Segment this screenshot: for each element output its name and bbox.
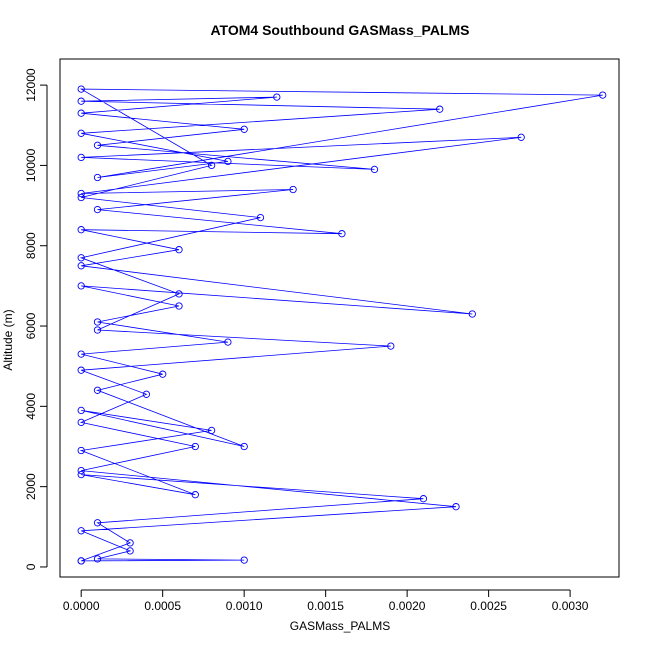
data-point <box>468 310 476 318</box>
data-point <box>93 386 102 394</box>
data-point <box>93 326 102 334</box>
data-point <box>77 527 85 535</box>
x-tick-label: 0.0020 <box>389 599 426 613</box>
y-tick-label: 10000 <box>24 148 38 182</box>
data-point <box>224 338 232 346</box>
data-point <box>93 519 102 527</box>
data-point <box>517 133 525 141</box>
y-tick-label: 4000 <box>24 393 38 420</box>
y-tick-label: 8000 <box>24 232 38 259</box>
data-point <box>93 173 102 182</box>
x-axis: 0.0000 0.0005 0.0010 0.0015 0.0020 0.0025 0.00… <box>63 589 589 613</box>
data-point <box>175 302 183 310</box>
data-point <box>256 213 265 222</box>
y-tick-label: 0 <box>24 563 38 570</box>
y-tick-label: 12000 <box>24 68 38 102</box>
x-tick-label: 0.0000 <box>63 599 100 613</box>
data-point <box>77 226 85 234</box>
data-point <box>191 442 199 451</box>
series-layer <box>77 85 607 565</box>
plot-frame <box>59 58 620 578</box>
x-axis-title: GASMass_PALMS <box>290 619 390 633</box>
data-point <box>240 125 248 133</box>
data-point <box>175 246 183 254</box>
data-point <box>77 97 85 105</box>
data-point <box>419 495 428 503</box>
data-point <box>77 193 85 202</box>
x-tick-label: 0.0030 <box>552 599 589 613</box>
data-point <box>77 406 85 415</box>
series-line <box>79 88 603 562</box>
data-point <box>77 366 85 374</box>
data-point <box>93 205 102 214</box>
y-tick-label: 2000 <box>24 473 38 500</box>
data-point <box>240 556 248 564</box>
y-axis-title: Altitude (m) <box>1 309 15 370</box>
data-point <box>77 85 85 93</box>
data-point <box>273 93 281 101</box>
data-point <box>126 539 134 547</box>
data-point <box>599 91 607 99</box>
x-tick-label: 0.0025 <box>470 599 507 613</box>
data-point <box>77 470 85 479</box>
data-point <box>191 491 199 499</box>
y-tick-label: 6000 <box>24 312 38 339</box>
data-point <box>436 105 444 113</box>
data-point <box>142 390 151 398</box>
data-point <box>175 290 183 298</box>
data-point <box>338 230 346 238</box>
data-point <box>452 503 460 511</box>
data-point <box>77 446 85 455</box>
data-point <box>159 370 167 378</box>
data-point <box>77 189 85 198</box>
data-point <box>93 141 102 149</box>
data-point <box>387 342 395 350</box>
y-axis: 0 2000 4000 6000 8000 10000 12000 <box>24 68 48 570</box>
data-point <box>77 350 85 358</box>
data-point <box>289 185 297 194</box>
data-point <box>77 466 85 475</box>
data-point <box>77 418 85 427</box>
x-tick-label: 0.0010 <box>226 599 263 613</box>
x-tick-label: 0.0005 <box>144 599 181 613</box>
data-point <box>77 262 85 270</box>
data-point <box>77 282 85 290</box>
data-point <box>77 129 85 137</box>
data-point <box>77 109 85 117</box>
data-point <box>207 161 216 170</box>
data-point <box>240 442 248 451</box>
chart-title: ATOM4 Southbound GASMass_PALMS <box>210 22 469 38</box>
data-point <box>370 165 379 174</box>
data-point <box>93 555 102 563</box>
data-point <box>93 318 102 326</box>
data-point <box>77 153 85 162</box>
data-point <box>224 157 232 166</box>
data-point <box>126 547 134 555</box>
data-point <box>207 426 216 435</box>
x-tick-label: 0.0015 <box>307 599 344 613</box>
data-point <box>77 254 85 262</box>
data-point <box>77 557 85 565</box>
